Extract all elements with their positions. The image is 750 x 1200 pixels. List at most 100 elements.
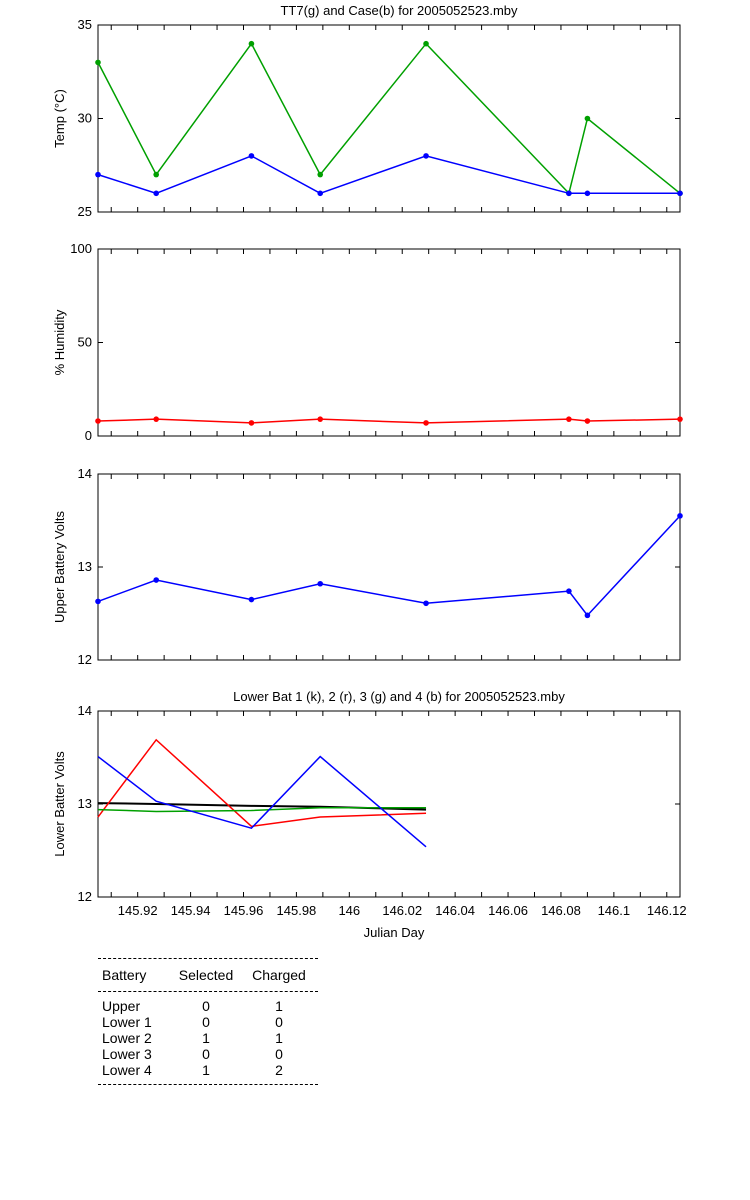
table-header: Battery Selected Charged xyxy=(98,959,318,991)
header-selected: Selected xyxy=(178,967,234,983)
data-point xyxy=(677,190,683,197)
table-body: Upper 0 1 Lower 1 0 0 Lower 2 1 1 Lower … xyxy=(98,992,318,1084)
charged-value: 0 xyxy=(275,1046,283,1062)
data-point xyxy=(566,588,572,594)
data-point xyxy=(153,190,159,197)
selected-value: 1 xyxy=(202,1030,210,1046)
data-point xyxy=(677,416,683,422)
x-axis-label: Julian Day xyxy=(364,925,425,940)
chart-title: Lower Bat 1 (k), 2 (r), 3 (g) and 4 (b) … xyxy=(233,689,565,704)
battery-status-table: Battery Selected Charged Upper 0 1 Lower… xyxy=(98,958,318,1085)
y-axis-label: Upper Battery Volts xyxy=(52,511,67,623)
series-line-3 xyxy=(97,806,427,813)
charged-value: 1 xyxy=(275,998,283,1014)
data-point xyxy=(423,40,429,47)
y-tick-label: 12 xyxy=(78,889,92,904)
data-point xyxy=(423,153,429,159)
y-tick-label: 12 xyxy=(78,652,92,667)
data-point xyxy=(248,420,255,426)
data-point xyxy=(584,190,591,197)
battery-name: Lower 3 xyxy=(102,1046,152,1062)
table-row: Lower 2 1 1 xyxy=(102,1030,318,1046)
data-point xyxy=(423,420,429,426)
battery-name: Lower 1 xyxy=(102,1014,152,1030)
x-tick-label: 146.1 xyxy=(598,903,631,918)
data-point xyxy=(248,40,255,47)
series-line-1 xyxy=(97,418,681,424)
data-point xyxy=(95,171,101,178)
data-point xyxy=(248,596,255,603)
series-line-4 xyxy=(97,755,427,848)
y-tick-label: 14 xyxy=(78,466,92,481)
table-divider-top xyxy=(98,958,318,959)
y-tick-label: 30 xyxy=(78,111,92,126)
selected-value: 0 xyxy=(202,998,210,1014)
y-tick-label: 14 xyxy=(78,703,92,718)
battery-name: Lower 2 xyxy=(102,1030,152,1046)
x-tick-label: 146.06 xyxy=(488,903,528,918)
x-tick-label: 146.02 xyxy=(382,903,422,918)
data-point xyxy=(317,190,324,197)
selected-value: 0 xyxy=(202,1014,210,1030)
table-row: Lower 4 1 2 xyxy=(102,1062,318,1078)
y-axis-label: Lower Batter Volts xyxy=(52,751,67,857)
header-battery: Battery xyxy=(102,967,147,983)
plot-frame xyxy=(97,248,681,437)
data-point xyxy=(584,612,591,619)
data-point xyxy=(317,171,324,178)
series-line-2 xyxy=(97,738,427,828)
data-point xyxy=(677,513,683,519)
table-divider-bottom xyxy=(98,1084,318,1085)
data-point xyxy=(584,115,591,122)
data-point xyxy=(153,577,159,583)
y-tick-label: 13 xyxy=(78,796,92,811)
battery-name: Lower 4 xyxy=(102,1062,152,1078)
table-row: Lower 3 0 0 xyxy=(102,1046,318,1062)
data-point xyxy=(566,416,572,422)
plot-frame xyxy=(97,473,681,661)
figure: 25 30 35 TT7(g) and Case(b) for 2005052523.… xyxy=(52,3,687,940)
x-tick-label: 145.92 xyxy=(118,903,158,918)
selected-value: 1 xyxy=(202,1062,210,1078)
y-axis-label: Temp (°C) xyxy=(52,89,67,148)
data-point xyxy=(95,598,101,605)
table-row: Upper 0 1 xyxy=(102,998,318,1014)
charged-value: 2 xyxy=(275,1062,283,1078)
table-row: Lower 1 0 0 xyxy=(102,1014,318,1030)
y-tick-label: 100 xyxy=(70,241,92,256)
x-tick-label: 145.98 xyxy=(277,903,317,918)
data-point xyxy=(317,416,324,422)
x-tick-label: 145.94 xyxy=(171,903,211,918)
y-tick-label: 35 xyxy=(78,17,92,32)
y-tick-label: 25 xyxy=(78,204,92,219)
plot-frame xyxy=(97,24,681,213)
series-line-1 xyxy=(97,42,681,195)
data-point xyxy=(423,600,429,607)
table-divider-mid xyxy=(98,991,318,992)
header-charged: Charged xyxy=(252,967,306,983)
y-tick-label: 50 xyxy=(78,335,92,350)
data-point xyxy=(95,59,101,66)
charged-value: 0 xyxy=(275,1014,283,1030)
data-point xyxy=(153,171,159,178)
y-axis-label: % Humidity xyxy=(52,309,67,375)
x-tick-label: 146 xyxy=(338,903,360,918)
series-line-2 xyxy=(97,155,680,195)
x-tick-label: 145.96 xyxy=(224,903,264,918)
chart-title: TT7(g) and Case(b) for 2005052523.mby xyxy=(280,3,518,18)
y-tick-label: 0 xyxy=(85,428,92,443)
data-point xyxy=(248,153,255,159)
x-tick-label: 146.08 xyxy=(541,903,581,918)
data-point xyxy=(153,416,159,422)
y-tick-label: 13 xyxy=(78,559,92,574)
battery-name: Upper xyxy=(102,998,141,1014)
data-point xyxy=(566,190,572,197)
data-point xyxy=(584,418,591,424)
selected-value: 0 xyxy=(202,1046,210,1062)
data-point xyxy=(95,418,101,424)
x-tick-label: 146.04 xyxy=(435,903,475,918)
x-tick-label: 146.12 xyxy=(647,903,687,918)
data-point xyxy=(317,580,324,587)
charged-value: 1 xyxy=(275,1030,283,1046)
series-line-1 xyxy=(97,515,681,617)
